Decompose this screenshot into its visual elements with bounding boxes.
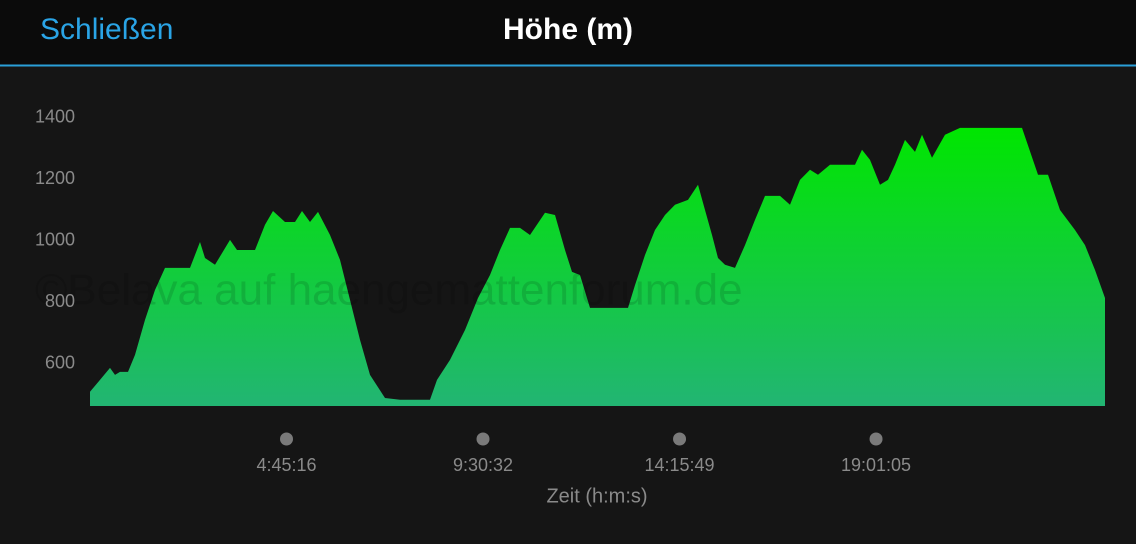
x-tick-label: 14:15:49 bbox=[644, 455, 714, 475]
x-tick-label: 9:30:32 bbox=[453, 455, 513, 475]
x-axis-label: Zeit (h:m:s) bbox=[546, 485, 647, 507]
watermark: ©Belava auf haengemattenforum.de bbox=[35, 266, 743, 315]
y-tick-label: 1200 bbox=[35, 168, 75, 188]
x-tick-dot bbox=[280, 432, 294, 446]
y-tick-label: 1000 bbox=[35, 230, 75, 250]
x-tick-label: 4:45:16 bbox=[256, 455, 316, 475]
x-tick-dot bbox=[476, 432, 490, 446]
chart-title: Höhe (m) bbox=[503, 13, 633, 46]
y-tick-label: 800 bbox=[45, 291, 75, 311]
x-tick-label: 19:01:05 bbox=[841, 455, 911, 475]
close-button[interactable]: Schließen bbox=[40, 13, 173, 46]
header-bar bbox=[0, 0, 1136, 65]
y-tick-label: 600 bbox=[45, 353, 75, 373]
elevation-area bbox=[90, 127, 1105, 407]
x-tick-dot bbox=[869, 432, 883, 446]
x-tick-dot bbox=[673, 432, 687, 446]
y-tick-label: 1400 bbox=[35, 107, 75, 127]
